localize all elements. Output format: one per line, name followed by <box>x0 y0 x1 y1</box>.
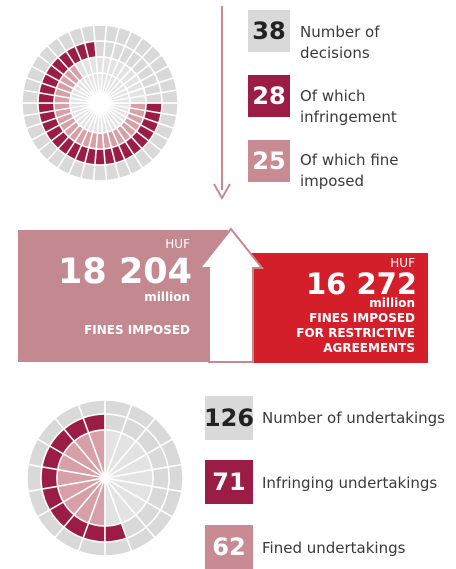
label: Infringing undertakings <box>262 474 438 492</box>
wheel-segment <box>37 102 56 115</box>
fines-label: FINES IMPOSED FOR RESTRICTIVE AGREEMENTS <box>296 311 415 355</box>
count-box: 62 <box>205 525 253 569</box>
fines-label: FINES IMPOSED <box>84 323 190 337</box>
wheel-segment <box>160 89 179 104</box>
label: Number of decisions <box>300 23 380 62</box>
label: Fined undertakings <box>262 539 406 557</box>
count-box: 28 <box>248 75 290 117</box>
wheel-segment <box>40 466 59 490</box>
count-box: 38 <box>248 10 290 52</box>
up-arrow <box>197 227 265 363</box>
label: Of which infringement <box>300 87 397 126</box>
currency: HUF <box>390 256 415 270</box>
amount: 16 272 <box>306 267 417 301</box>
count-box: 71 <box>205 460 253 504</box>
wheel-segment <box>104 429 123 480</box>
count-box: 126 <box>204 396 254 440</box>
unit: million <box>144 290 190 304</box>
total-fines-panel <box>18 230 228 362</box>
wheel-segment <box>144 91 163 104</box>
label: Number of undertakings <box>262 409 445 427</box>
currency: HUF <box>165 237 190 251</box>
wheel-segment <box>99 97 131 104</box>
unit: million <box>369 296 415 310</box>
amount: 18 204 <box>58 252 192 292</box>
wheel-segment <box>26 463 43 493</box>
wheel-segment <box>92 163 108 182</box>
label: Of which fine imposed <box>300 151 399 190</box>
wheel-segment <box>151 466 170 490</box>
wheel-segment <box>167 463 184 493</box>
undertakings-wheel <box>26 399 184 557</box>
arrow-head <box>213 183 231 201</box>
wheel-segment <box>92 24 108 43</box>
count-box: 25 <box>248 140 290 182</box>
wheel-segment <box>21 102 40 117</box>
decisions-wheel <box>21 24 179 182</box>
